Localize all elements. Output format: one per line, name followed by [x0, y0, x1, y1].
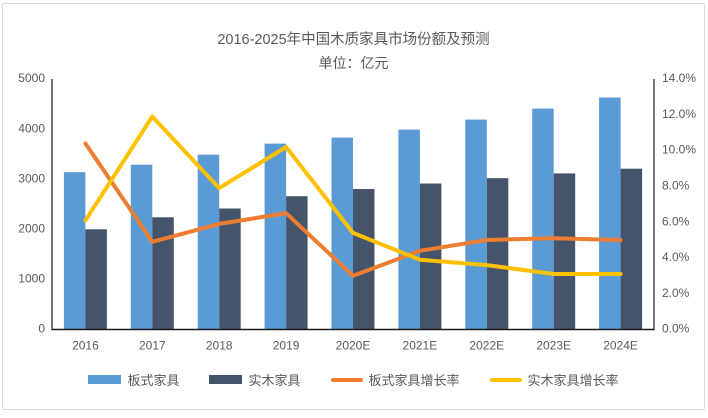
bar-板式家具-2016 [63, 172, 86, 330]
legend-line-swatch-icon [489, 377, 522, 382]
right-axis-tick-label: 2.0% [662, 286, 690, 300]
x-axis-category-label: 2018 [206, 339, 233, 353]
right-axis-tick-label: 12.0% [662, 107, 696, 121]
chart-frame: 2016-2025年中国木质家具市场份额及预测 单位：亿元 0 1000 2000 3… [2, 3, 705, 410]
legend-bar-swatch-icon [209, 375, 243, 384]
right-axis-tick-label: 8.0% [662, 179, 690, 193]
left-axis-tick-label: 5000 [18, 71, 45, 85]
left-axis-tick-label: 2000 [18, 221, 45, 235]
bar-板式家具-2023E [532, 108, 554, 330]
bar-板式家具-2020E [331, 137, 353, 330]
right-axis-tick-label: 10.0% [662, 143, 696, 157]
legend-item-实木家具增长率: 实木家具增长率 [489, 370, 619, 389]
bar-板式家具-2024E [599, 97, 621, 330]
bar-板式家具-2019 [264, 143, 287, 330]
right-axis-tick-label: 6.0% [662, 214, 690, 228]
x-axis-category-label: 2024E [603, 339, 638, 353]
x-axis-category-label: 2019 [273, 339, 300, 353]
legend-item-板式家具: 板式家具 [88, 370, 179, 389]
bar-实木家具-2017 [152, 217, 174, 330]
legend-label: 实木家具 [248, 373, 301, 388]
legend-label: 板式家具 [127, 373, 180, 388]
legend-line-swatch-icon [330, 377, 363, 382]
left-axis-tick-label: 1000 [18, 272, 45, 286]
chart-subtitle: 单位：亿元 [318, 55, 389, 71]
right-axis-tick-label: 14.0% [662, 71, 696, 85]
plot-area: 0 1000 2000 3000 4000 5000 0.0% 2.0% 4.0% 6.0% 8.0… [18, 71, 696, 353]
bar-实木家具-2024E [620, 168, 643, 330]
bar-实木家具-2023E [553, 173, 576, 330]
bar-板式家具-2018 [197, 154, 220, 330]
x-axis-category-label: 2016 [72, 339, 99, 353]
x-axis-category-label: 2023E [536, 339, 571, 353]
bar-实木家具-2022E [486, 178, 509, 330]
legend-bar-swatch-icon [88, 375, 122, 384]
legend-item-实木家具: 实木家具 [209, 370, 301, 389]
bar-实木家具-2021E [419, 183, 442, 330]
bar-板式家具-2022E [465, 119, 487, 330]
x-axis-category-label: 2017 [139, 339, 166, 353]
bar-实木家具-2016 [85, 229, 107, 330]
legend-label: 板式家具增长率 [368, 373, 460, 388]
chart-title: 2016-2025年中国木质家具市场份额及预测 [217, 32, 490, 48]
x-axis-category-label: 2022E [469, 339, 504, 353]
line-板式家具增长率 [83, 141, 623, 278]
legend-item-板式家具增长率: 板式家具增长率 [330, 370, 460, 389]
left-axis-tick-label: 0 [38, 322, 45, 336]
bar-板式家具-2017 [130, 164, 153, 330]
legend-label: 实木家具增长率 [527, 373, 619, 388]
line-实木家具增长率 [83, 114, 623, 276]
bar-板式家具-2021E [398, 129, 420, 330]
right-axis-tick-label: 0.0% [662, 322, 690, 336]
bar-实木家具-2020E [353, 189, 375, 330]
right-axis-tick-label: 4.0% [662, 250, 690, 264]
left-axis-tick-label: 3000 [18, 171, 45, 185]
x-axis-category-label: 2020E [336, 339, 371, 353]
legend: 板式家具 实木家具 板式家具增长率 实木家具增长率 [3, 370, 704, 389]
left-axis-tick-label: 4000 [18, 121, 45, 135]
x-axis-category-label: 2021E [403, 339, 438, 353]
bar-实木家具-2018 [219, 208, 241, 330]
